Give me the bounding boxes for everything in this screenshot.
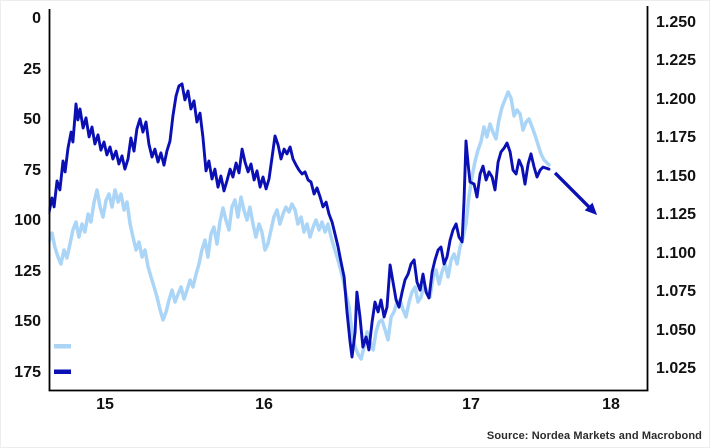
left-axis-tick-label: 100 bbox=[14, 212, 41, 230]
light-blue-series-line bbox=[48, 90, 551, 361]
right-axis-tick-label: 1.075 bbox=[656, 283, 697, 301]
right-axis-tick-label: 1.225 bbox=[656, 52, 697, 70]
left-axis-tick-label: 0 bbox=[32, 10, 41, 27]
left-axis-tick-label: 150 bbox=[14, 313, 41, 331]
x-axis-year-label: 18 bbox=[602, 396, 620, 413]
right-axis-tick-label: 1.250 bbox=[656, 14, 697, 31]
legend-swatch-dark bbox=[54, 369, 71, 374]
dark-blue-series-line bbox=[48, 82, 551, 359]
left-axis-tick-label: 125 bbox=[14, 262, 41, 280]
right-axis-tick-label: 1.150 bbox=[656, 167, 697, 185]
x-axis-year-label: 17 bbox=[462, 396, 480, 413]
source-note: Source: Nordea Markets and Macrobond bbox=[486, 430, 702, 442]
left-axis-tick-label: 175 bbox=[14, 364, 41, 381]
left-axis-tick-label: 75 bbox=[23, 161, 41, 179]
forecast-arrow-head bbox=[584, 202, 598, 215]
left-axis-tick-label: 25 bbox=[23, 60, 41, 78]
left-axis-tick-label: 50 bbox=[23, 111, 41, 129]
x-axis-year-label: 16 bbox=[255, 396, 273, 413]
forecast-arrow-shaft bbox=[553, 171, 592, 210]
right-axis-tick-label: 1.050 bbox=[656, 321, 697, 339]
series-group bbox=[48, 82, 551, 361]
right-axis-tick-label: 1.125 bbox=[656, 206, 697, 224]
right-axis-tick-label: 1.200 bbox=[656, 90, 697, 108]
x-axis-year-label: 15 bbox=[96, 396, 114, 413]
legend-swatch-light bbox=[54, 344, 71, 349]
right-axis-tick-label: 1.100 bbox=[656, 244, 697, 262]
right-axis-tick-label: 1.175 bbox=[656, 129, 697, 147]
right-axis-tick-label: 1.025 bbox=[656, 360, 697, 377]
